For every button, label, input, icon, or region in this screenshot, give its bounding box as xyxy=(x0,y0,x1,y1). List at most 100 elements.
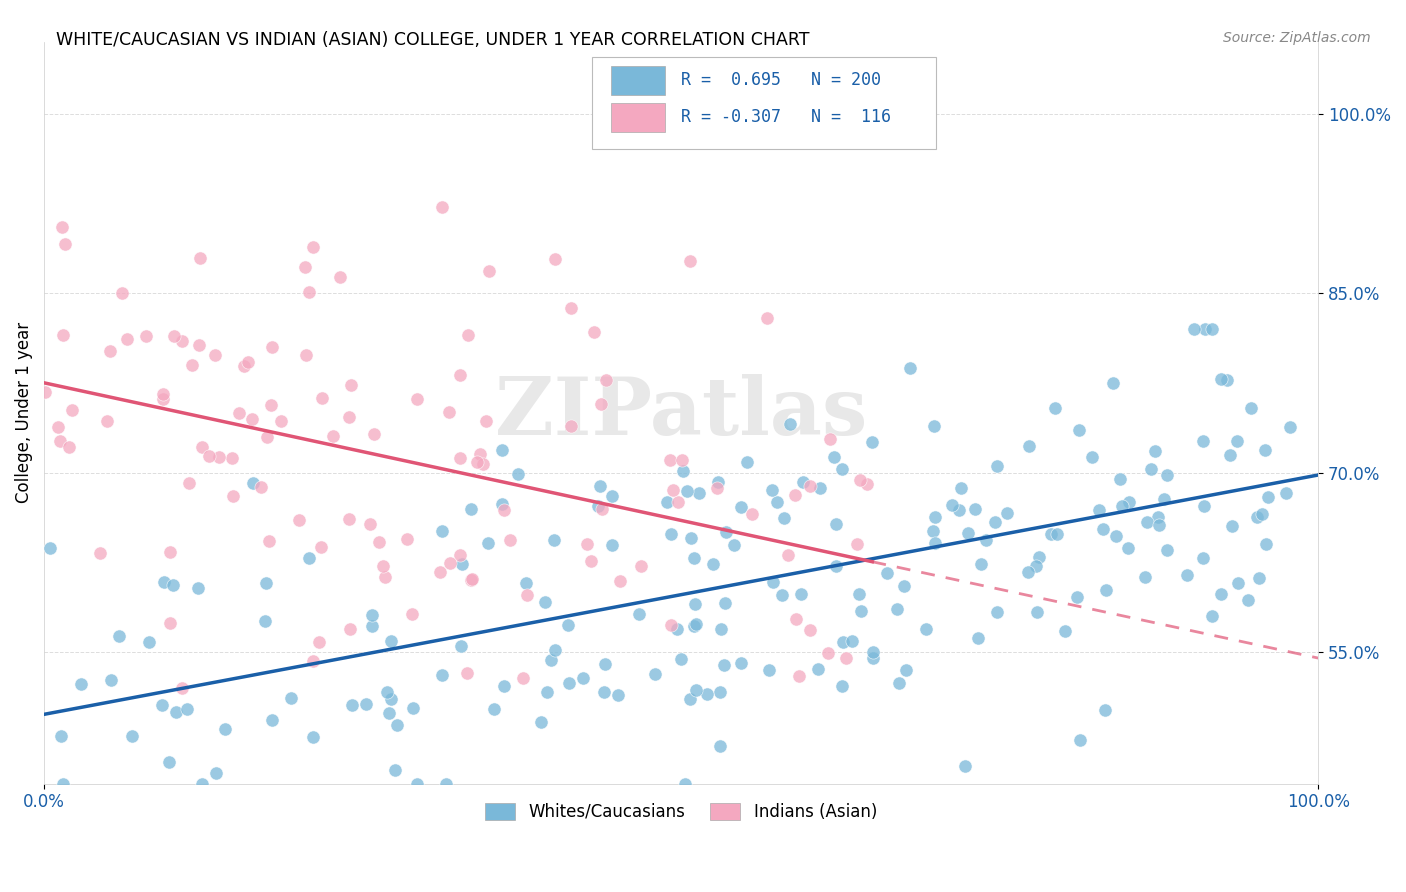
Point xyxy=(948,502,970,516)
Point xyxy=(238,355,260,369)
Point xyxy=(659,618,682,632)
Point xyxy=(260,340,283,354)
Point xyxy=(98,343,121,358)
Point xyxy=(666,495,689,509)
Point xyxy=(337,409,360,424)
Point xyxy=(533,594,555,608)
Point xyxy=(484,702,506,716)
Point xyxy=(297,550,319,565)
Point xyxy=(450,639,472,653)
Point xyxy=(544,252,567,266)
Point xyxy=(515,576,537,591)
Point xyxy=(630,558,652,573)
Point xyxy=(405,392,427,406)
Point xyxy=(1201,609,1223,624)
Point xyxy=(685,616,707,631)
Point xyxy=(1216,373,1239,387)
Point xyxy=(1226,434,1249,448)
Point xyxy=(1025,605,1047,619)
Point xyxy=(39,541,62,555)
Point xyxy=(240,411,263,425)
Point xyxy=(679,253,702,268)
Point xyxy=(655,495,678,509)
Point xyxy=(735,455,758,469)
Point xyxy=(491,443,513,458)
Point xyxy=(260,398,283,412)
Point xyxy=(658,453,681,467)
Point xyxy=(491,497,513,511)
Point xyxy=(222,489,245,503)
FancyBboxPatch shape xyxy=(612,65,665,95)
Point xyxy=(477,535,499,549)
Point xyxy=(380,634,402,648)
Point xyxy=(49,434,72,448)
Point xyxy=(1017,565,1039,579)
Point xyxy=(789,669,811,683)
Point xyxy=(34,385,56,400)
Point xyxy=(921,524,943,538)
Point xyxy=(204,348,226,362)
Point xyxy=(208,450,231,464)
Point xyxy=(302,655,325,669)
Point xyxy=(1237,592,1260,607)
Point xyxy=(730,500,752,514)
Point xyxy=(214,723,236,737)
Point xyxy=(609,574,631,589)
Point xyxy=(1108,472,1130,486)
Point xyxy=(165,705,187,719)
Point xyxy=(51,219,73,234)
Point xyxy=(1105,529,1128,543)
Point xyxy=(115,332,138,346)
Point xyxy=(589,479,612,493)
Point xyxy=(1209,372,1232,386)
Point xyxy=(449,549,471,563)
Point xyxy=(600,489,623,503)
Point xyxy=(51,729,73,743)
Point xyxy=(770,588,793,602)
Point xyxy=(354,697,377,711)
Point xyxy=(702,557,724,571)
Point xyxy=(1111,500,1133,514)
Point xyxy=(457,328,479,343)
Point xyxy=(451,557,474,571)
Point xyxy=(100,673,122,687)
Point xyxy=(188,252,211,266)
Point xyxy=(111,286,134,301)
Point xyxy=(606,688,628,702)
Point xyxy=(856,476,879,491)
Point xyxy=(135,329,157,343)
Point xyxy=(671,652,693,666)
Point xyxy=(1039,527,1062,541)
Point xyxy=(676,484,699,499)
Point xyxy=(714,595,737,609)
Point xyxy=(270,414,292,428)
Point xyxy=(824,558,846,573)
Point xyxy=(955,759,977,773)
Point xyxy=(138,635,160,649)
Point xyxy=(627,607,650,622)
Point xyxy=(89,546,111,560)
Point xyxy=(52,327,75,342)
Point xyxy=(359,517,381,532)
Point xyxy=(1194,322,1216,336)
Point xyxy=(817,646,839,660)
Point xyxy=(250,480,273,494)
Point xyxy=(1069,733,1091,747)
Point xyxy=(294,260,316,275)
Point xyxy=(969,557,991,571)
Point xyxy=(1028,550,1050,565)
Point xyxy=(152,392,174,406)
Point xyxy=(823,450,845,465)
Point xyxy=(1220,518,1243,533)
Point xyxy=(1149,518,1171,533)
Point xyxy=(1257,491,1279,505)
Point xyxy=(308,635,330,649)
Point xyxy=(1116,541,1139,556)
Point xyxy=(228,406,250,420)
Point xyxy=(685,682,707,697)
Point xyxy=(1118,494,1140,508)
Point xyxy=(1182,322,1205,336)
Point xyxy=(558,675,581,690)
Point xyxy=(340,378,363,392)
Point xyxy=(1240,401,1263,415)
